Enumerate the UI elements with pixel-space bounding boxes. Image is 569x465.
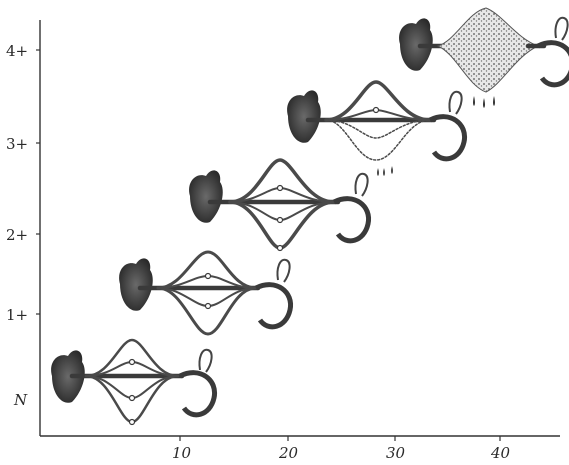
kidney-icon (536, 40, 569, 88)
kidney-icon (254, 282, 294, 330)
vessel-upper (228, 158, 336, 204)
ureter-loop-icon (554, 16, 569, 41)
x-label-10: 10 (172, 444, 192, 462)
y-label-3plus: 3+ (6, 135, 28, 153)
axes (36, 20, 560, 441)
x-label-40: 40 (490, 444, 511, 462)
grade-3plus-illustration (287, 80, 468, 176)
y-label-1plus: 1+ (6, 306, 28, 324)
x-label-30: 30 (386, 444, 406, 462)
ureter-loop-icon (276, 258, 291, 283)
kidney-icon (178, 370, 218, 418)
grade-4plus-illustration (399, 7, 569, 108)
y-label-normal: N (13, 391, 28, 409)
vessel-upper (324, 80, 432, 122)
vessel-mid-lower (325, 119, 431, 139)
capillary-node (128, 358, 136, 366)
heart-icon (189, 170, 223, 223)
capillary-node (276, 244, 284, 252)
vessel-lower (156, 286, 258, 336)
vessel-upper (84, 338, 180, 378)
grade-n-illustration (51, 338, 218, 426)
grade-1plus-illustration (119, 250, 294, 336)
vessel-lower (228, 200, 336, 250)
capillary-node (204, 302, 212, 310)
capillary-node (128, 418, 136, 426)
vessel-lower-leaking (325, 119, 431, 161)
heart-icon (119, 258, 153, 311)
y-label-2plus: 2+ (6, 226, 28, 244)
vessel-upper (156, 250, 258, 290)
leak-drops (377, 166, 393, 176)
x-label-20: 20 (278, 444, 299, 462)
capillary-node (276, 184, 284, 192)
leak-drops (473, 96, 495, 108)
kidney-icon (428, 114, 468, 162)
ureter-loop-icon (198, 348, 213, 373)
capillary-node (372, 106, 380, 114)
grade-2plus-illustration (189, 158, 372, 252)
capillary-node (276, 216, 284, 224)
ureter-loop-icon (354, 172, 369, 197)
diffuse-leak-mass (436, 7, 540, 93)
y-label-4plus: 4+ (6, 42, 28, 60)
heart-icon (51, 350, 85, 403)
ureter-loop-icon (448, 90, 463, 115)
kidney-icon (332, 196, 372, 244)
vessel-mid-lower (229, 201, 335, 222)
capillary-node (204, 272, 212, 280)
vessel-mid-lower (85, 375, 179, 400)
heart-icon (287, 90, 321, 143)
capillary-node (128, 394, 136, 402)
heart-icon (399, 18, 433, 71)
